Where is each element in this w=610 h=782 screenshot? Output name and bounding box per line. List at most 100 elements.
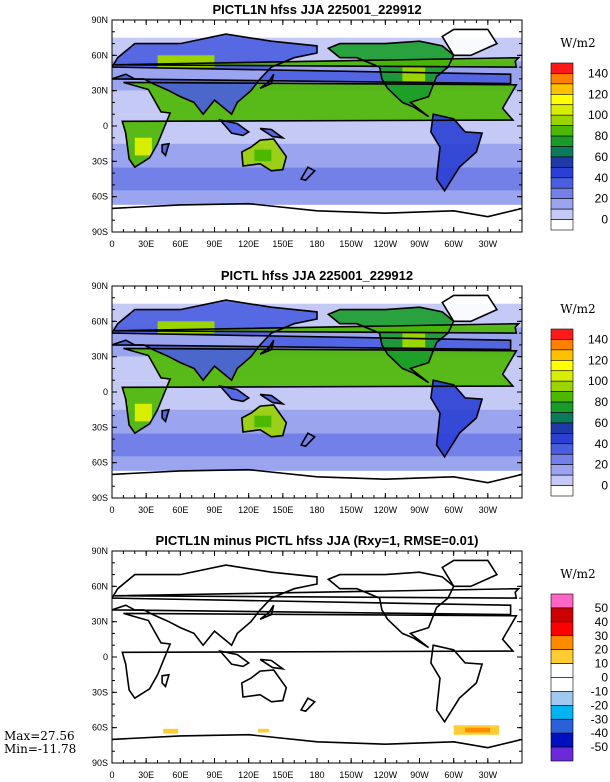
colorbar-swatch [550, 474, 574, 486]
colorbar-swatch [550, 135, 574, 147]
colorbar-swatch [550, 464, 574, 476]
colorbar-swatch [550, 485, 574, 497]
lon-tick-label: 0 [109, 239, 114, 249]
colorbar-swatch [550, 412, 574, 424]
colorbar-swatch [550, 705, 574, 720]
lon-tick-label: 120W [374, 505, 398, 515]
colorbar-label: 0 [601, 479, 608, 493]
lat-tick-label: 60S [92, 458, 108, 468]
lon-tick-label: 60W [444, 770, 463, 780]
colorbar-label: 40 [595, 615, 609, 629]
lon-tick-label: 30E [138, 239, 154, 249]
colorbar-swatch [550, 635, 574, 650]
colorbar-swatch [550, 146, 574, 158]
lon-tick-label: 90W [410, 505, 429, 515]
colorbar-unit: W/m2 [560, 302, 595, 316]
colorbar-swatch [550, 607, 574, 623]
colorbar-swatch [550, 73, 574, 85]
colorbar-label: 140 [588, 332, 608, 346]
lon-tick-label: 0 [109, 770, 114, 780]
colorbar-swatch [550, 104, 574, 116]
lon-tick-label: 60E [172, 770, 188, 780]
colorbar-swatch [550, 219, 574, 231]
colorbar-swatch [550, 718, 574, 734]
colorbar-label: 60 [595, 150, 609, 164]
colorbar-label: -10 [591, 684, 609, 698]
colorbar-label: 0 [601, 671, 608, 685]
lon-tick-label: 60E [172, 505, 188, 515]
colorbar-label: 120 [588, 353, 608, 367]
colorbar-label: -50 [591, 740, 609, 754]
colorbar-label: 0 [601, 213, 608, 227]
lat-tick-label: 90N [91, 15, 108, 25]
colorbar-swatch [550, 198, 574, 210]
lon-tick-label: 60W [444, 505, 463, 515]
lat-tick-label: 90S [92, 227, 108, 237]
lon-tick-label: 90E [206, 239, 222, 249]
lat-tick-label: 90N [91, 546, 108, 556]
colorbar-label: -30 [591, 712, 609, 726]
lat-tick-label: 0 [103, 652, 108, 662]
colorbar-swatch [550, 83, 574, 95]
colorbar-swatch [550, 62, 574, 74]
colorbar-swatch [550, 691, 574, 706]
colorbar-swatch [550, 167, 574, 179]
lon-tick-label: 90E [206, 505, 222, 515]
panel-title: PICTL1N minus PICTL hfss JJA (Rxy=1, RMS… [156, 533, 479, 548]
colorbar-swatch [550, 453, 574, 465]
lat-tick-label: 60N [91, 581, 108, 591]
lat-tick-label: 0 [103, 121, 108, 131]
lon-tick-label: 120W [374, 770, 398, 780]
lon-tick-label: 150W [339, 770, 363, 780]
lon-tick-label: 30E [138, 505, 154, 515]
colorbar-label: 50 [595, 601, 609, 615]
lat-tick-label: 0 [103, 387, 108, 397]
colorbar-swatch [550, 401, 574, 413]
colorbar-label: 20 [595, 643, 609, 657]
colorbar-swatch [550, 746, 574, 762]
lon-tick-label: 180 [309, 505, 324, 515]
lon-tick-label: 150W [339, 239, 363, 249]
lon-tick-label: 180 [309, 770, 324, 780]
lon-tick-label: 30W [479, 239, 498, 249]
lon-tick-label: 150E [272, 239, 293, 249]
colorbar-label: 100 [588, 108, 608, 122]
lon-tick-label: 60E [172, 239, 188, 249]
colorbar-swatch [550, 328, 574, 340]
lon-tick-label: 150W [339, 505, 363, 515]
colorbar-swatch [550, 156, 574, 168]
colorbar-swatch [550, 349, 574, 361]
map-panel-3: PICTL1N minus PICTL hfss JJA (Rxy=1, RMS… [91, 533, 608, 780]
colorbar-label: 140 [588, 66, 608, 80]
coastlines [112, 559, 522, 749]
lat-tick-label: 30S [92, 156, 108, 166]
colorbar: W/m2 140 120 100 80 60 40 20 0 [550, 302, 609, 497]
min-value: Min=-11.78 [4, 742, 76, 756]
colorbar-label: -20 [591, 698, 609, 712]
lat-tick-label: 90S [92, 493, 108, 503]
lon-tick-label: 30E [138, 770, 154, 780]
colorbar-swatch [550, 187, 574, 199]
colorbar-swatch [550, 125, 574, 137]
max-value: Max=27.56 [4, 729, 75, 743]
lon-tick-label: 60W [444, 239, 463, 249]
map-panel-1: PICTL1N hfss JJA 225001_229912 90N 60N 30N 0… [91, 2, 608, 249]
lon-tick-label: 90E [206, 770, 222, 780]
colorbar-swatch [550, 422, 574, 434]
lat-tick-label: 60S [92, 723, 108, 733]
colorbar-label: 120 [588, 87, 608, 101]
colorbar-label: 20 [595, 458, 609, 472]
colorbar-swatch [550, 649, 574, 664]
lat-tick-label: 30S [92, 687, 108, 697]
colorbar-swatch [550, 677, 574, 692]
lat-tick-label: 90N [91, 281, 108, 291]
colorbar-label: 100 [588, 374, 608, 388]
colorbar-swatch [550, 208, 574, 220]
colorbar-swatch [550, 621, 574, 637]
colorbar-label: 20 [595, 192, 609, 206]
coastlines [112, 28, 522, 218]
colorbar-label: 40 [595, 171, 609, 185]
lon-tick-label: 150E [272, 770, 293, 780]
